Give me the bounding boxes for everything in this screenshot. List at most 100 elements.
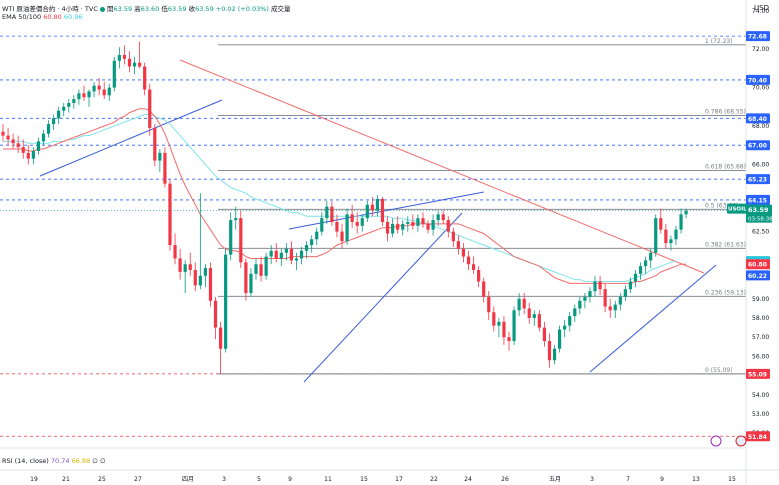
price-tick-label: 57.00 [752, 334, 769, 341]
ema-label[interactable]: EMA 50/100 [2, 13, 42, 21]
candle-body [618, 296, 622, 305]
ema-lines [3, 108, 687, 284]
time-tick-label: 3 [590, 476, 594, 483]
level-badge: 65.23 [748, 177, 767, 184]
candle-body [482, 281, 486, 297]
price-tick-label: 58.00 [752, 315, 769, 322]
rsi-v4: ∅ [100, 457, 106, 465]
level-badge: 60.80 [748, 262, 767, 269]
candle-body [456, 241, 460, 249]
time-tick-label: 19 [30, 476, 38, 483]
candle-body [127, 58, 132, 67]
ema100-line [3, 114, 677, 282]
volume-label[interactable]: 成交量 [271, 5, 291, 13]
candle-body [77, 93, 81, 100]
candle-body [517, 298, 521, 311]
change-value: +0.02 (+0.03%) [215, 5, 269, 13]
level-badge: 68.40 [748, 116, 767, 123]
low-value: 63.59 [167, 5, 187, 13]
close-value: 63.59 [195, 5, 214, 13]
candle-body [340, 231, 344, 242]
price-tick-label: 66.00 [752, 161, 769, 168]
rsi-label[interactable]: RSI (14, close) [2, 457, 49, 465]
level-badge-bg [746, 194, 770, 205]
alert-icon [710, 435, 722, 447]
candle-body [360, 218, 364, 226]
close-label: 收 [188, 5, 196, 13]
candle-body [578, 300, 582, 309]
candle-body [613, 304, 617, 311]
candle-body [148, 89, 152, 128]
candle-body [522, 298, 526, 309]
price-badges: 72.6870.4068.4067.0065.2364.1560.9660.80… [0, 31, 773, 447]
candle-body [254, 264, 258, 274]
candle-body [289, 248, 294, 261]
candle-body [294, 258, 299, 261]
level-badge: 70.40 [748, 77, 767, 84]
time-tick-label: 15 [360, 476, 368, 483]
candle-body [97, 85, 101, 90]
candle-body [208, 268, 213, 301]
candle-body [284, 248, 288, 253]
fib-label: 0 (55.09) [705, 367, 733, 374]
candle-body [568, 316, 572, 326]
low-label: 低 [161, 5, 168, 13]
candle-body [487, 296, 491, 313]
level-badge-bg [746, 174, 770, 185]
level-badge-bg [746, 140, 770, 151]
candle-body [588, 291, 592, 297]
ascending-trendline-1 [39, 99, 223, 177]
candle-body [325, 206, 329, 219]
candle-body [573, 308, 577, 317]
fib-label: 1 (72.23) [705, 38, 733, 45]
high-value: 63.60 [140, 5, 160, 13]
candle-body [659, 218, 663, 230]
candle-body [269, 250, 273, 257]
candle-body [138, 62, 142, 67]
candle-body [416, 218, 420, 226]
candle-body [31, 150, 35, 159]
candle-body [679, 214, 683, 230]
time-axis: 19 21 25 27 四月 3 5 9 11 15 17 22 24 26 五月 3 7 9 13 15 [0, 469, 779, 483]
candle-body [401, 223, 405, 230]
symbol-badge-bg [727, 203, 747, 214]
time-tick-label: 15 [728, 476, 736, 483]
candle-body [406, 222, 410, 224]
candle-body [497, 321, 501, 326]
candle-body [330, 206, 334, 222]
candle-body [466, 256, 471, 265]
candle-body [315, 231, 319, 240]
symbol-title[interactable]: WTI 原油差價合約 · 4小時 · TVC [2, 5, 98, 13]
time-tick-label: 9 [660, 476, 664, 483]
candle-body [183, 264, 187, 272]
ema100-value: 60.96 [63, 13, 83, 21]
candle-body [117, 54, 121, 61]
price-tick-label: 74.00 [752, 8, 769, 15]
candle-body [527, 308, 531, 318]
candle-body [552, 348, 557, 361]
level-badge: 55.09 [748, 371, 767, 378]
candle-body [461, 248, 466, 257]
candle-body [385, 222, 390, 234]
candle-body [213, 300, 218, 328]
candle-body [193, 270, 197, 286]
time-tick-label: 7 [626, 476, 630, 483]
level-badge-bg [746, 270, 770, 281]
time-tick-label: 5 [257, 476, 261, 483]
rsi-legend: RSI (14, close) 70.74 66.88 ∅ ∅ [2, 457, 106, 465]
candle-body [173, 245, 177, 259]
fib-label: 0.382 (61.63) [705, 241, 746, 248]
candle-body [163, 152, 167, 184]
candle-body [603, 289, 607, 307]
candle-body [62, 106, 66, 111]
price-tick-label: 56.00 [752, 353, 769, 360]
candle-body [158, 152, 162, 161]
candle-body [229, 220, 233, 255]
candle-body [11, 139, 15, 144]
candle-body [547, 341, 552, 361]
candle-body [684, 210, 688, 215]
time-tick-label: 五月 [549, 476, 561, 483]
candle-body [305, 245, 309, 251]
ema50-line [3, 108, 687, 284]
